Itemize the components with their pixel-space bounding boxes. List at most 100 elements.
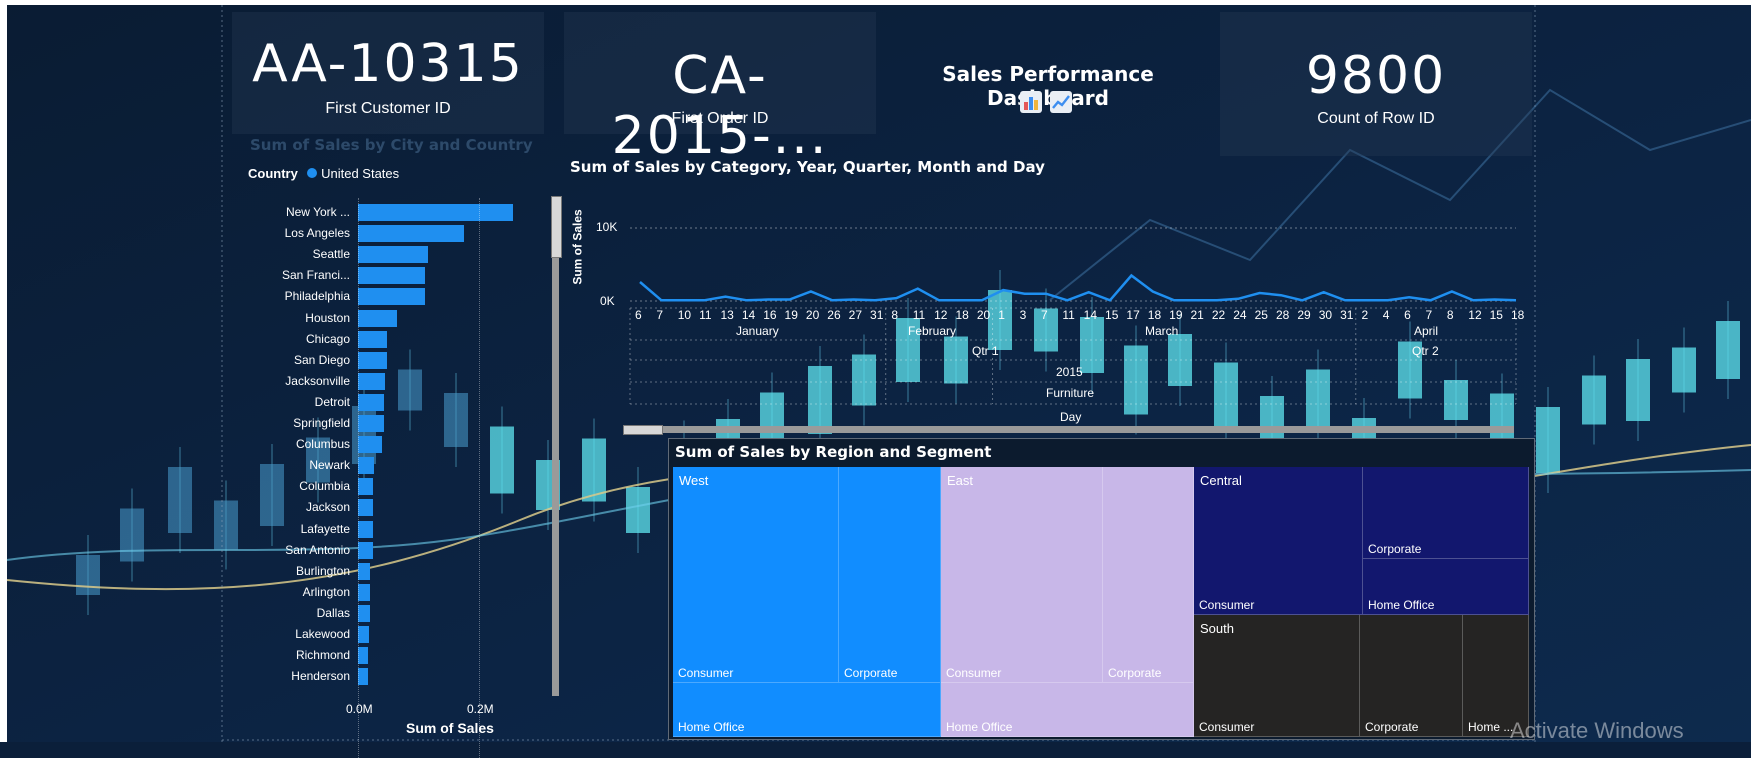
tile-east-consumer[interactable]: East Consumer (941, 467, 1103, 683)
day-tick-label: 20 (976, 308, 991, 322)
city-label: Arlington (302, 584, 350, 599)
candle-body (808, 366, 832, 434)
vertical-scrollbar[interactable] (552, 196, 559, 696)
city-bar[interactable] (358, 393, 384, 411)
day-tick-label: 15 (1489, 308, 1503, 322)
tile-west-consumer[interactable]: West Consumer (673, 467, 839, 683)
city-bar[interactable] (358, 457, 374, 475)
day-tick-label: 25 (1254, 308, 1268, 322)
tile-central-consumer[interactable]: Central Consumer (1194, 467, 1363, 615)
day-tick-label: 8 (891, 308, 899, 322)
bar-chart-icon[interactable] (1020, 91, 1042, 113)
tile-west-corporate[interactable]: Corporate (839, 467, 941, 683)
tile-central-corporate[interactable]: Corporate (1363, 467, 1529, 559)
tile-east-corporate[interactable]: Corporate (1103, 467, 1194, 683)
category-sales-chart[interactable]: Sum of Sales by Category, Year, Quarter,… (566, 150, 1524, 430)
kpi-first-order-label: First Order ID (671, 110, 769, 127)
day-tick-label: 11 (699, 308, 712, 322)
candle-body (1260, 396, 1284, 444)
candle-body (1672, 347, 1696, 393)
city-bar[interactable] (358, 499, 373, 517)
city-bar[interactable] (358, 246, 429, 264)
legend-dot-icon (307, 168, 318, 178)
kpi-count-value: 9800 (1305, 46, 1447, 106)
city-bar[interactable] (358, 626, 369, 643)
y-tick-0k: 0K (600, 294, 615, 308)
east-corporate-label: Corporate (1108, 666, 1162, 680)
day-tick-label: 18 (1147, 308, 1162, 322)
category-line-plot (629, 227, 1517, 405)
day-tick-label: 21 (1190, 308, 1204, 322)
city-chart-faded-title: Sum of Sales by City and Country (250, 136, 533, 154)
candle-body (1582, 375, 1606, 425)
candle-body (896, 318, 920, 382)
city-bar[interactable] (358, 478, 373, 496)
line-chart-icon[interactable] (1050, 91, 1072, 113)
sales-series-line[interactable] (639, 273, 1517, 302)
day-tick-label: 3 (1019, 308, 1027, 322)
city-sales-chart[interactable]: Sum of Sales by City and Country Country… (240, 130, 560, 758)
horizontal-scrollbar-thumb[interactable] (623, 425, 663, 435)
kpi-first-customer-card[interactable]: AA-10315 First Customer ID (232, 12, 544, 134)
city-bar[interactable] (358, 288, 425, 306)
gridline-0m (358, 198, 359, 758)
kpi-first-order-card[interactable]: CA-2015-... First Order ID (564, 12, 876, 166)
month-january: January (736, 324, 779, 338)
city-label: Dallas (316, 605, 350, 620)
day-tick-label: 7 (1040, 308, 1048, 322)
vertical-scrollbar-thumb[interactable] (551, 196, 562, 258)
day-tick-label: 31 (1340, 308, 1354, 322)
kpi-first-order-value: CA-2015-... (611, 46, 829, 166)
city-label: Columbus (295, 437, 350, 452)
city-label: Detroit (314, 394, 350, 409)
tile-south-home-office[interactable]: Home ... (1463, 615, 1529, 737)
horizontal-scrollbar[interactable] (624, 426, 1514, 433)
candle-body (168, 467, 192, 533)
city-bar[interactable] (358, 647, 368, 665)
city-bar[interactable] (358, 583, 371, 601)
city-bar[interactable] (358, 225, 464, 243)
kpi-count-card[interactable]: 9800 Count of Row ID (1220, 12, 1532, 156)
city-bar[interactable] (358, 267, 425, 285)
tile-south-consumer[interactable]: South Consumer (1194, 615, 1360, 737)
dashboard-icons (1020, 91, 1076, 115)
city-bar[interactable] (358, 520, 373, 538)
candle-body (852, 354, 876, 406)
tile-central-home-office[interactable]: Home Office (1363, 559, 1529, 615)
city-bar[interactable] (358, 562, 371, 580)
region-segment-treemap[interactable]: Sum of Sales by Region and Segment West … (668, 438, 1535, 740)
city-chart-legend[interactable]: Country United States (248, 166, 399, 181)
city-bar[interactable] (358, 604, 371, 622)
day-tick-label: 12 (1468, 308, 1482, 322)
candle-body (1306, 369, 1330, 431)
city-bar[interactable] (358, 372, 386, 390)
quarter-2: Qtr 2 (1412, 344, 1439, 358)
day-tick-label: 10 (677, 308, 692, 322)
kpi-count-label: Count of Row ID (1317, 110, 1435, 127)
tile-east-home-office[interactable]: Home Office (941, 683, 1194, 737)
city-bar[interactable] (358, 351, 388, 369)
tile-south-corporate[interactable]: Corporate (1360, 615, 1463, 737)
candle-body (306, 437, 330, 483)
city-bars (358, 130, 558, 740)
west-region-label: West (679, 473, 709, 488)
day-tick-label: 12 (934, 308, 948, 322)
city-label: San Franci... (281, 268, 350, 283)
candle-body (120, 508, 144, 562)
kpi-first-customer-label: First Customer ID (325, 100, 451, 117)
day-tick-label: 31 (870, 308, 884, 322)
city-bar[interactable] (358, 204, 513, 221)
city-bar[interactable] (358, 330, 388, 348)
city-bar[interactable] (358, 436, 382, 454)
tile-west-home-office[interactable]: Home Office (673, 683, 941, 737)
category-label: Furniture (1046, 386, 1095, 400)
city-label: Richmond (295, 648, 350, 663)
city-bar[interactable] (358, 309, 397, 327)
city-bar[interactable] (358, 668, 368, 686)
day-tick-label: 18 (955, 308, 969, 322)
south-consumer-label: Consumer (1199, 720, 1255, 734)
candle-body (260, 464, 284, 526)
city-bar[interactable] (358, 415, 384, 432)
central-corporate-label: Corporate (1368, 542, 1422, 556)
city-bar[interactable] (358, 541, 373, 559)
